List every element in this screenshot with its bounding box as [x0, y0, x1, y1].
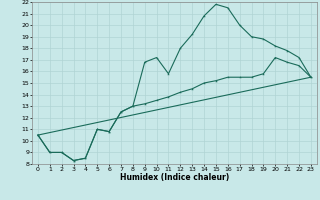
X-axis label: Humidex (Indice chaleur): Humidex (Indice chaleur): [120, 173, 229, 182]
